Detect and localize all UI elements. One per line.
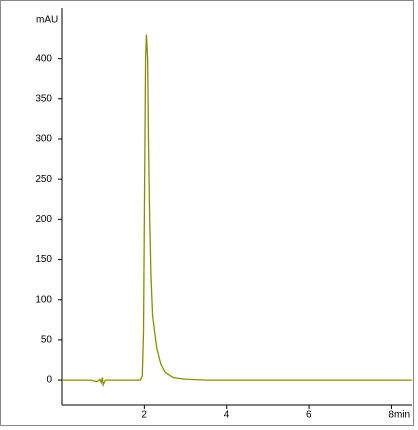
- y-tick-label: 300: [35, 134, 52, 145]
- y-tick-label: 400: [35, 53, 52, 64]
- y-tick-label: 200: [35, 214, 52, 225]
- y-axis-label: mAU: [36, 15, 58, 26]
- y-tick-label: 50: [41, 335, 53, 346]
- y-tick-label: 150: [35, 254, 52, 265]
- x-tick-label: 8min: [388, 410, 410, 421]
- signal-line: [62, 34, 412, 388]
- y-tick-label: 100: [35, 294, 52, 305]
- y-tick-label: 350: [35, 93, 52, 104]
- x-tick-label: 2: [141, 410, 147, 421]
- y-tick-label: 0: [46, 375, 52, 386]
- y-tick-label: 250: [35, 174, 52, 185]
- x-tick-label: 4: [224, 410, 230, 421]
- x-tick-label: 6: [306, 410, 312, 421]
